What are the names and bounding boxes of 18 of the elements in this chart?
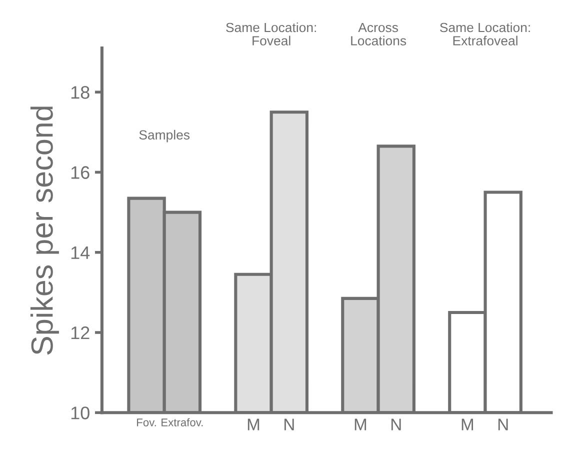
annotation: Samples — [139, 130, 190, 142]
y-tick-label: 18 — [71, 86, 90, 99]
y-tick-label: 12 — [71, 326, 90, 340]
y-tick-label: 14 — [71, 246, 90, 259]
text: Same Location: Foveal — [226, 22, 316, 46]
text: Across Locations — [351, 22, 406, 46]
x-tick-label: M — [462, 418, 474, 430]
x-tick-label: M — [354, 418, 366, 430]
x-tick-label: Fov. — [137, 418, 156, 426]
x-tick-label: M — [248, 418, 260, 430]
x-tick-label: Extrafov. — [162, 418, 203, 426]
x-tick-label: N — [284, 418, 294, 430]
y-tick-label: 16 — [71, 166, 90, 179]
y-tick-label: 10 — [71, 406, 90, 420]
x-tick-label: N — [391, 418, 401, 430]
text: Same Location: Extrafoveal — [440, 22, 530, 46]
x-tick-label: N — [498, 418, 508, 430]
y-axis-title: Spikes per second — [30, 106, 59, 355]
